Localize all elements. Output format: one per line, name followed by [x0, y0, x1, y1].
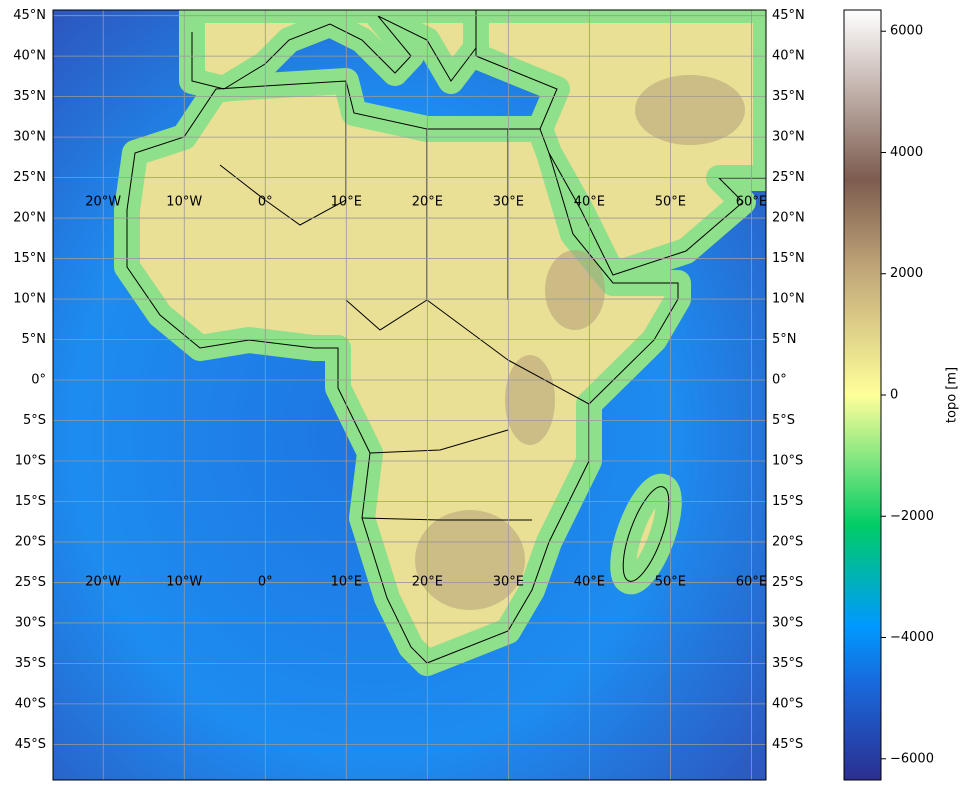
lon-tick-label: 10°W [166, 195, 202, 210]
lon-tick-label: 30°E [493, 575, 524, 590]
lat-tick-label: 40°N [13, 49, 46, 64]
colorbar-tick-label: −6000 [890, 751, 934, 766]
lon-tick-label: 10°E [331, 195, 362, 210]
lat-tick-label: 0° [31, 373, 46, 388]
lat-tick-label: 35°S [15, 656, 46, 671]
colorbar-tick-label: 2000 [890, 266, 923, 281]
lat-tick-label: 20°N [13, 211, 46, 226]
map-raster [53, 10, 766, 780]
highlands [415, 75, 745, 610]
lat-tick-label: 10°N [772, 292, 805, 307]
colorbar-label: topo [m] [945, 367, 960, 423]
lat-tick-label: 40°S [772, 696, 803, 711]
lat-tick-label: 35°N [13, 89, 46, 104]
lon-tick-label: 30°E [493, 195, 524, 210]
colorbar-tick-label: −2000 [890, 509, 934, 524]
lon-tick-label: 60°E [736, 195, 767, 210]
lon-tick-label: 40°E [574, 195, 605, 210]
lat-tick-label: 45°N [772, 8, 805, 23]
lat-tick-label: 45°S [15, 737, 46, 752]
lat-tick-label: 20°S [772, 534, 803, 549]
lat-tick-label: 30°S [772, 615, 803, 630]
lat-tick-label: 20°N [772, 211, 805, 226]
lon-tick-label: 20°E [412, 575, 443, 590]
lon-tick-label: 20°W [85, 195, 121, 210]
colorbar-tick-label: 6000 [890, 24, 923, 39]
lat-tick-label: 0° [772, 373, 787, 388]
lat-tick-label: 35°N [772, 89, 805, 104]
lat-tick-label: 45°S [772, 737, 803, 752]
lon-tick-label: 0° [258, 195, 273, 210]
lat-tick-label: 40°N [772, 49, 805, 64]
lat-tick-label: 35°S [772, 656, 803, 671]
map-frame [52, 9, 767, 781]
lat-tick-label: 25°N [13, 170, 46, 185]
lat-tick-label: 10°S [15, 453, 46, 468]
lat-tick-label: 5°S [23, 413, 46, 428]
lon-tick-label: 40°E [574, 575, 605, 590]
lat-tick-label: 30°N [13, 130, 46, 145]
lon-tick-label: 50°E [655, 195, 686, 210]
lon-tick-label: 20°E [412, 195, 443, 210]
lat-tick-label: 25°N [772, 170, 805, 185]
lon-tick-label: 0° [258, 575, 273, 590]
lat-tick-label: 15°S [772, 494, 803, 509]
lat-tick-label: 5°S [772, 413, 795, 428]
lat-tick-label: 25°S [772, 575, 803, 590]
lat-tick-label: 5°N [22, 332, 47, 347]
colorbar-tick-label: 0 [890, 388, 898, 403]
colorbar [843, 9, 882, 781]
lat-tick-label: 40°S [15, 696, 46, 711]
graticule [53, 10, 766, 780]
lon-tick-label: 60°E [736, 575, 767, 590]
lat-tick-label: 10°S [772, 453, 803, 468]
lat-tick-label: 30°S [15, 615, 46, 630]
lat-tick-label: 5°N [772, 332, 797, 347]
lon-tick-label: 50°E [655, 575, 686, 590]
lat-tick-label: 15°N [13, 251, 46, 266]
colorbar-tick-label: 4000 [890, 145, 923, 160]
lat-tick-label: 25°S [15, 575, 46, 590]
lon-tick-label: 10°E [331, 575, 362, 590]
lat-tick-label: 15°N [772, 251, 805, 266]
lat-tick-label: 30°N [772, 130, 805, 145]
lon-tick-label: 20°W [85, 575, 121, 590]
colorbar-tick-label: −4000 [890, 630, 934, 645]
lat-tick-label: 10°N [13, 292, 46, 307]
lat-tick-label: 15°S [15, 494, 46, 509]
lat-tick-label: 45°N [13, 8, 46, 23]
lat-tick-label: 20°S [15, 534, 46, 549]
lon-tick-label: 10°W [166, 575, 202, 590]
